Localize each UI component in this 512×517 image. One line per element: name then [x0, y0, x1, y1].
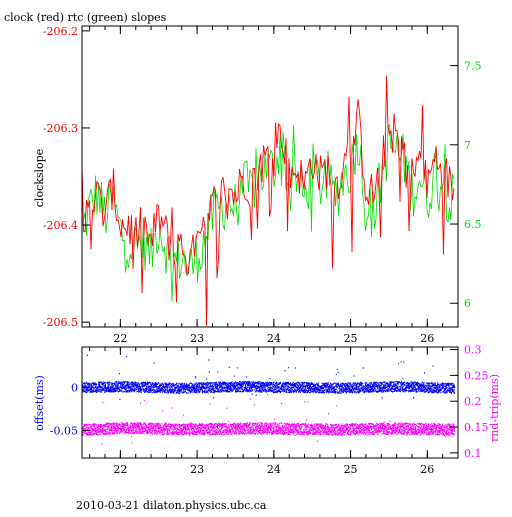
bottom-ylabel: offset(ms) [33, 375, 46, 431]
top-x-tick-label: 26 [420, 332, 434, 345]
bottom-y2label: rnd-trip(ms) [488, 374, 501, 442]
footer-label: 2010-03-21 dilaton.physics.ubc.ca [76, 499, 267, 512]
top-x-tick-label: 25 [344, 332, 358, 345]
top-y-tick-label: -206.4 [43, 219, 78, 232]
top-y-tick-label: -206.3 [43, 122, 78, 135]
top-y2-tick-label: 7 [464, 139, 471, 152]
bottom-x-tick-label: 22 [113, 463, 127, 476]
bottom-y2-tick-label: 0.2 [464, 395, 482, 408]
chart-title: clock (red) rtc (green) slopes [4, 11, 167, 24]
top-x-tick-label: 24 [267, 332, 281, 345]
clock-series-line [81, 75, 455, 326]
bottom-x-tick-label: 24 [267, 463, 281, 476]
bottom-y2-tick-label: 0.15 [464, 421, 489, 434]
bottom-y2-tick-label: 0.25 [464, 369, 489, 382]
top-x-tick-label: 23 [190, 332, 204, 345]
bottom-x-tick-label: 23 [190, 463, 204, 476]
bottom-y-tick-label: 0 [71, 381, 78, 394]
top-y-tick-label: -206.5 [43, 316, 78, 329]
top-y2-tick-label: 6 [464, 297, 471, 310]
bottom-x-tick-label: 25 [344, 463, 358, 476]
top-panel: 22 23 24 25 26 -206.5 -206.4 -206.3 -206.2 6 6.5 7 7… [43, 25, 482, 345]
top-x-tick-label: 22 [113, 332, 127, 345]
bottom-panel: 22 23 24 25 26 -0.05 0 0.1 0.15 0.2 0.25 0.3 [50, 344, 489, 476]
top-y-tick-label: -206.2 [43, 25, 78, 38]
bottom-frame [81, 346, 459, 459]
bottom-y2-tick-label: 0.3 [464, 344, 482, 357]
bottom-y2-tick-label: 0.1 [464, 447, 482, 460]
top-ylabel: clockslope [33, 149, 46, 207]
top-y2-tick-label: 7.5 [464, 60, 482, 73]
top-y2-tick-label: 6.5 [464, 218, 482, 231]
bottom-y-tick-label: -0.05 [50, 424, 78, 437]
top-frame [81, 25, 459, 328]
bottom-x-tick-label: 26 [420, 463, 434, 476]
